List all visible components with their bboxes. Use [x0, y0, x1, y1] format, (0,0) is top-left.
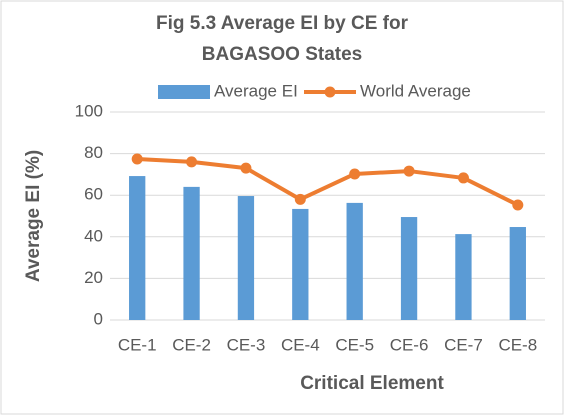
legend-marker — [324, 86, 336, 98]
bar — [455, 234, 472, 320]
bar — [509, 227, 526, 320]
bar — [237, 196, 255, 320]
legend-label: World Average — [360, 81, 471, 100]
x-tick-label: CE-4 — [281, 335, 320, 354]
bar — [129, 176, 146, 320]
line-marker — [512, 199, 524, 211]
line-marker — [457, 172, 469, 184]
line-marker — [131, 153, 143, 165]
line-marker — [240, 162, 252, 174]
y-tick-label: 0 — [94, 309, 103, 328]
y-tick-label: 100 — [75, 101, 103, 120]
y-axis-title: Average EI (%) — [23, 150, 44, 282]
x-tick-label: CE-3 — [227, 335, 266, 354]
x-tick-label: CE-2 — [172, 335, 211, 354]
line-marker — [403, 165, 415, 177]
x-tick-label: CE-7 — [444, 335, 483, 354]
x-tick-label: CE-1 — [118, 335, 157, 354]
y-tick-label: 20 — [84, 268, 103, 287]
y-tick-label: 60 — [84, 185, 103, 204]
x-axis-title: Critical Element — [300, 373, 444, 394]
bar — [183, 186, 200, 320]
y-tick-label: 80 — [84, 143, 103, 162]
x-tick-label: CE-5 — [335, 335, 374, 354]
legend-label: Average EI — [214, 81, 298, 100]
y-tick-label: 40 — [84, 226, 103, 245]
x-tick-label: CE-8 — [498, 335, 537, 354]
line-marker — [349, 168, 361, 180]
line — [137, 157, 519, 207]
x-tick-label: CE-6 — [390, 335, 429, 354]
line-marker — [294, 193, 306, 205]
line-marker — [186, 156, 198, 168]
bar — [292, 208, 309, 320]
bar — [346, 202, 363, 320]
legend-swatch — [158, 85, 210, 99]
bar — [400, 217, 418, 320]
chart-title: Fig 5.3 Average EI by CE for BAGASOO Sta… — [155, 13, 408, 65]
